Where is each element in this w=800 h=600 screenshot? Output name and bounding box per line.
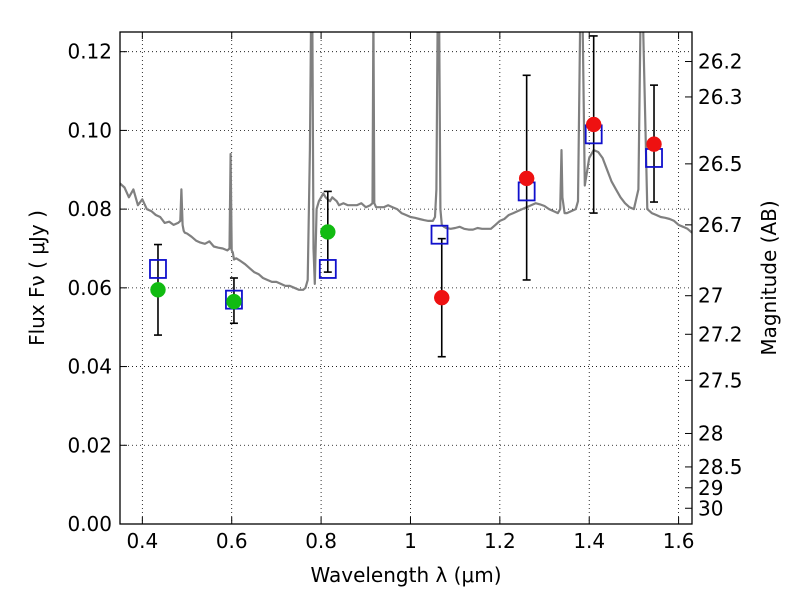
observed-flux-point [150, 282, 166, 298]
y-tick-label: 0.08 [67, 197, 112, 221]
right-tick-label: 29 [698, 476, 723, 500]
right-tick-label: 26.2 [698, 50, 743, 74]
model-photometry-square [318, 259, 337, 279]
observed-flux-point [434, 289, 450, 306]
y-tick-label: 0.04 [67, 355, 112, 379]
model-spectrum-group [120, 32, 692, 291]
observed-flux-point [646, 136, 662, 152]
right-tick-label: 30 [698, 496, 723, 520]
right-tick-label: 26.7 [698, 213, 743, 237]
right-tick-label: 26.3 [698, 85, 743, 109]
x-tick-label: 1 [404, 529, 417, 553]
model-spectrum-line [120, 32, 692, 291]
x-tick-label: 0.4 [126, 529, 158, 553]
right-tick-label: 28 [698, 421, 723, 445]
y-tick-label: 0.10 [67, 118, 112, 142]
right-tick-label: 28.5 [698, 455, 743, 479]
data-points-group [149, 116, 663, 310]
y-tick-label: 0.06 [67, 276, 112, 300]
observed-flux-point [585, 116, 602, 133]
y-tick-label: 0.00 [67, 512, 112, 536]
model-photometry-square [430, 224, 449, 245]
y-axis-label: Flux Fν ( μJy ) [25, 210, 49, 346]
x-axis-label: Wavelength λ (μm) [310, 563, 501, 587]
y-tick-label: 0.12 [67, 40, 112, 64]
right-tick-label: 27 [698, 284, 723, 308]
right-axis-label: Magnitude (AB) [757, 200, 781, 355]
right-tick-label: 26.5 [698, 152, 743, 176]
model-photometry-square [149, 259, 167, 279]
x-tick-label: 1.6 [663, 529, 695, 553]
x-tick-label: 1.2 [484, 529, 516, 553]
y-tick-label: 0.02 [67, 433, 112, 457]
axis-ticks: 0.4 0.6 0.8 1 1.2 1.4 1.6 0.00 0.02 0.04 0.06 0.08 0… [67, 32, 743, 553]
plot-frame [119, 31, 693, 525]
observed-flux-point [226, 293, 242, 310]
x-tick-label: 0.8 [305, 529, 337, 553]
right-tick-label: 27.5 [698, 368, 743, 392]
x-tick-label: 1.4 [573, 529, 605, 553]
observed-flux-point [320, 224, 336, 240]
observed-flux-point [518, 170, 535, 187]
x-tick-label: 0.6 [216, 529, 248, 553]
right-tick-label: 27.2 [698, 322, 743, 346]
